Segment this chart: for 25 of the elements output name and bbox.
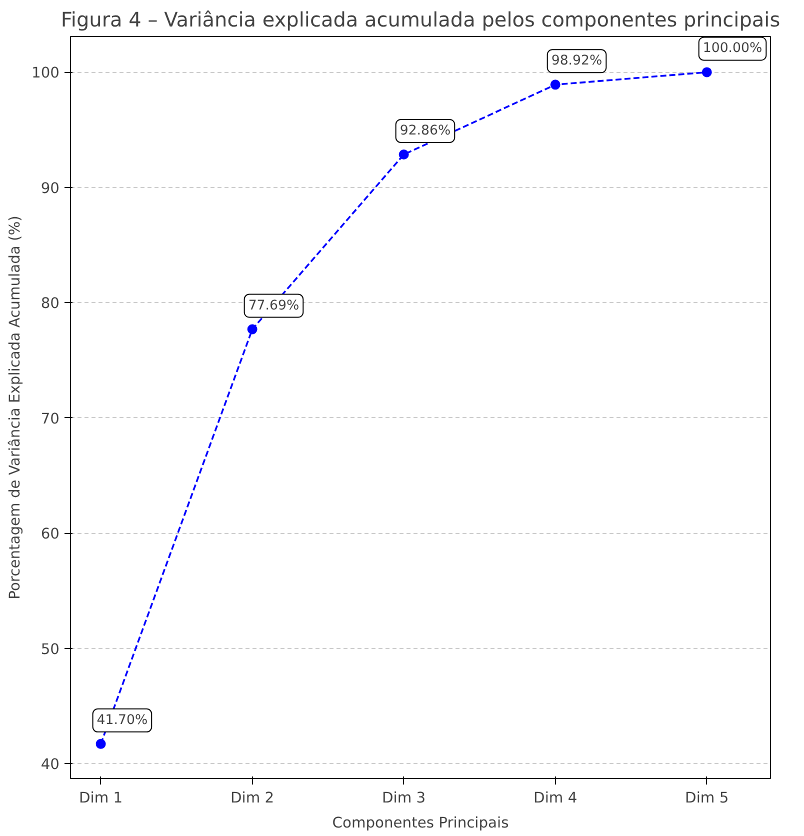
x-tick-label: Dim 4	[534, 790, 578, 806]
data-label: 100.00%	[702, 41, 762, 56]
y-tick-label: 70	[40, 410, 60, 428]
y-tick-label: 60	[40, 526, 60, 543]
y-tick-label: 40	[40, 756, 60, 774]
data-label: 98.92%	[551, 54, 602, 69]
y-axis-title: Porcentagem de Variância Explicada Acumulada (%)	[6, 216, 24, 600]
y-tick-label: 80	[40, 295, 60, 312]
point	[96, 738, 106, 749]
data-label: 41.70%	[96, 712, 148, 728]
point	[702, 67, 712, 78]
point	[550, 80, 560, 90]
x-tick-label: Dim 3	[382, 790, 426, 806]
x-axis-title: Componentes Principais	[332, 814, 509, 832]
chart-title: Figura 4 – Variância explicada acumulada pelos componentes principais	[60, 8, 780, 32]
data-label: 92.86%	[400, 123, 451, 138]
x-tick-label: Dim 5	[685, 790, 729, 806]
x-tick-label: Dim 2	[230, 790, 274, 806]
point	[398, 149, 409, 160]
data-label: 77.69%	[248, 298, 300, 314]
y-tick-label: 100	[32, 64, 60, 82]
y-tick-label: 50	[40, 640, 60, 658]
y-tick-label: 90	[40, 180, 60, 197]
x-tick-label: Dim 1	[78, 790, 123, 806]
point	[247, 324, 258, 334]
